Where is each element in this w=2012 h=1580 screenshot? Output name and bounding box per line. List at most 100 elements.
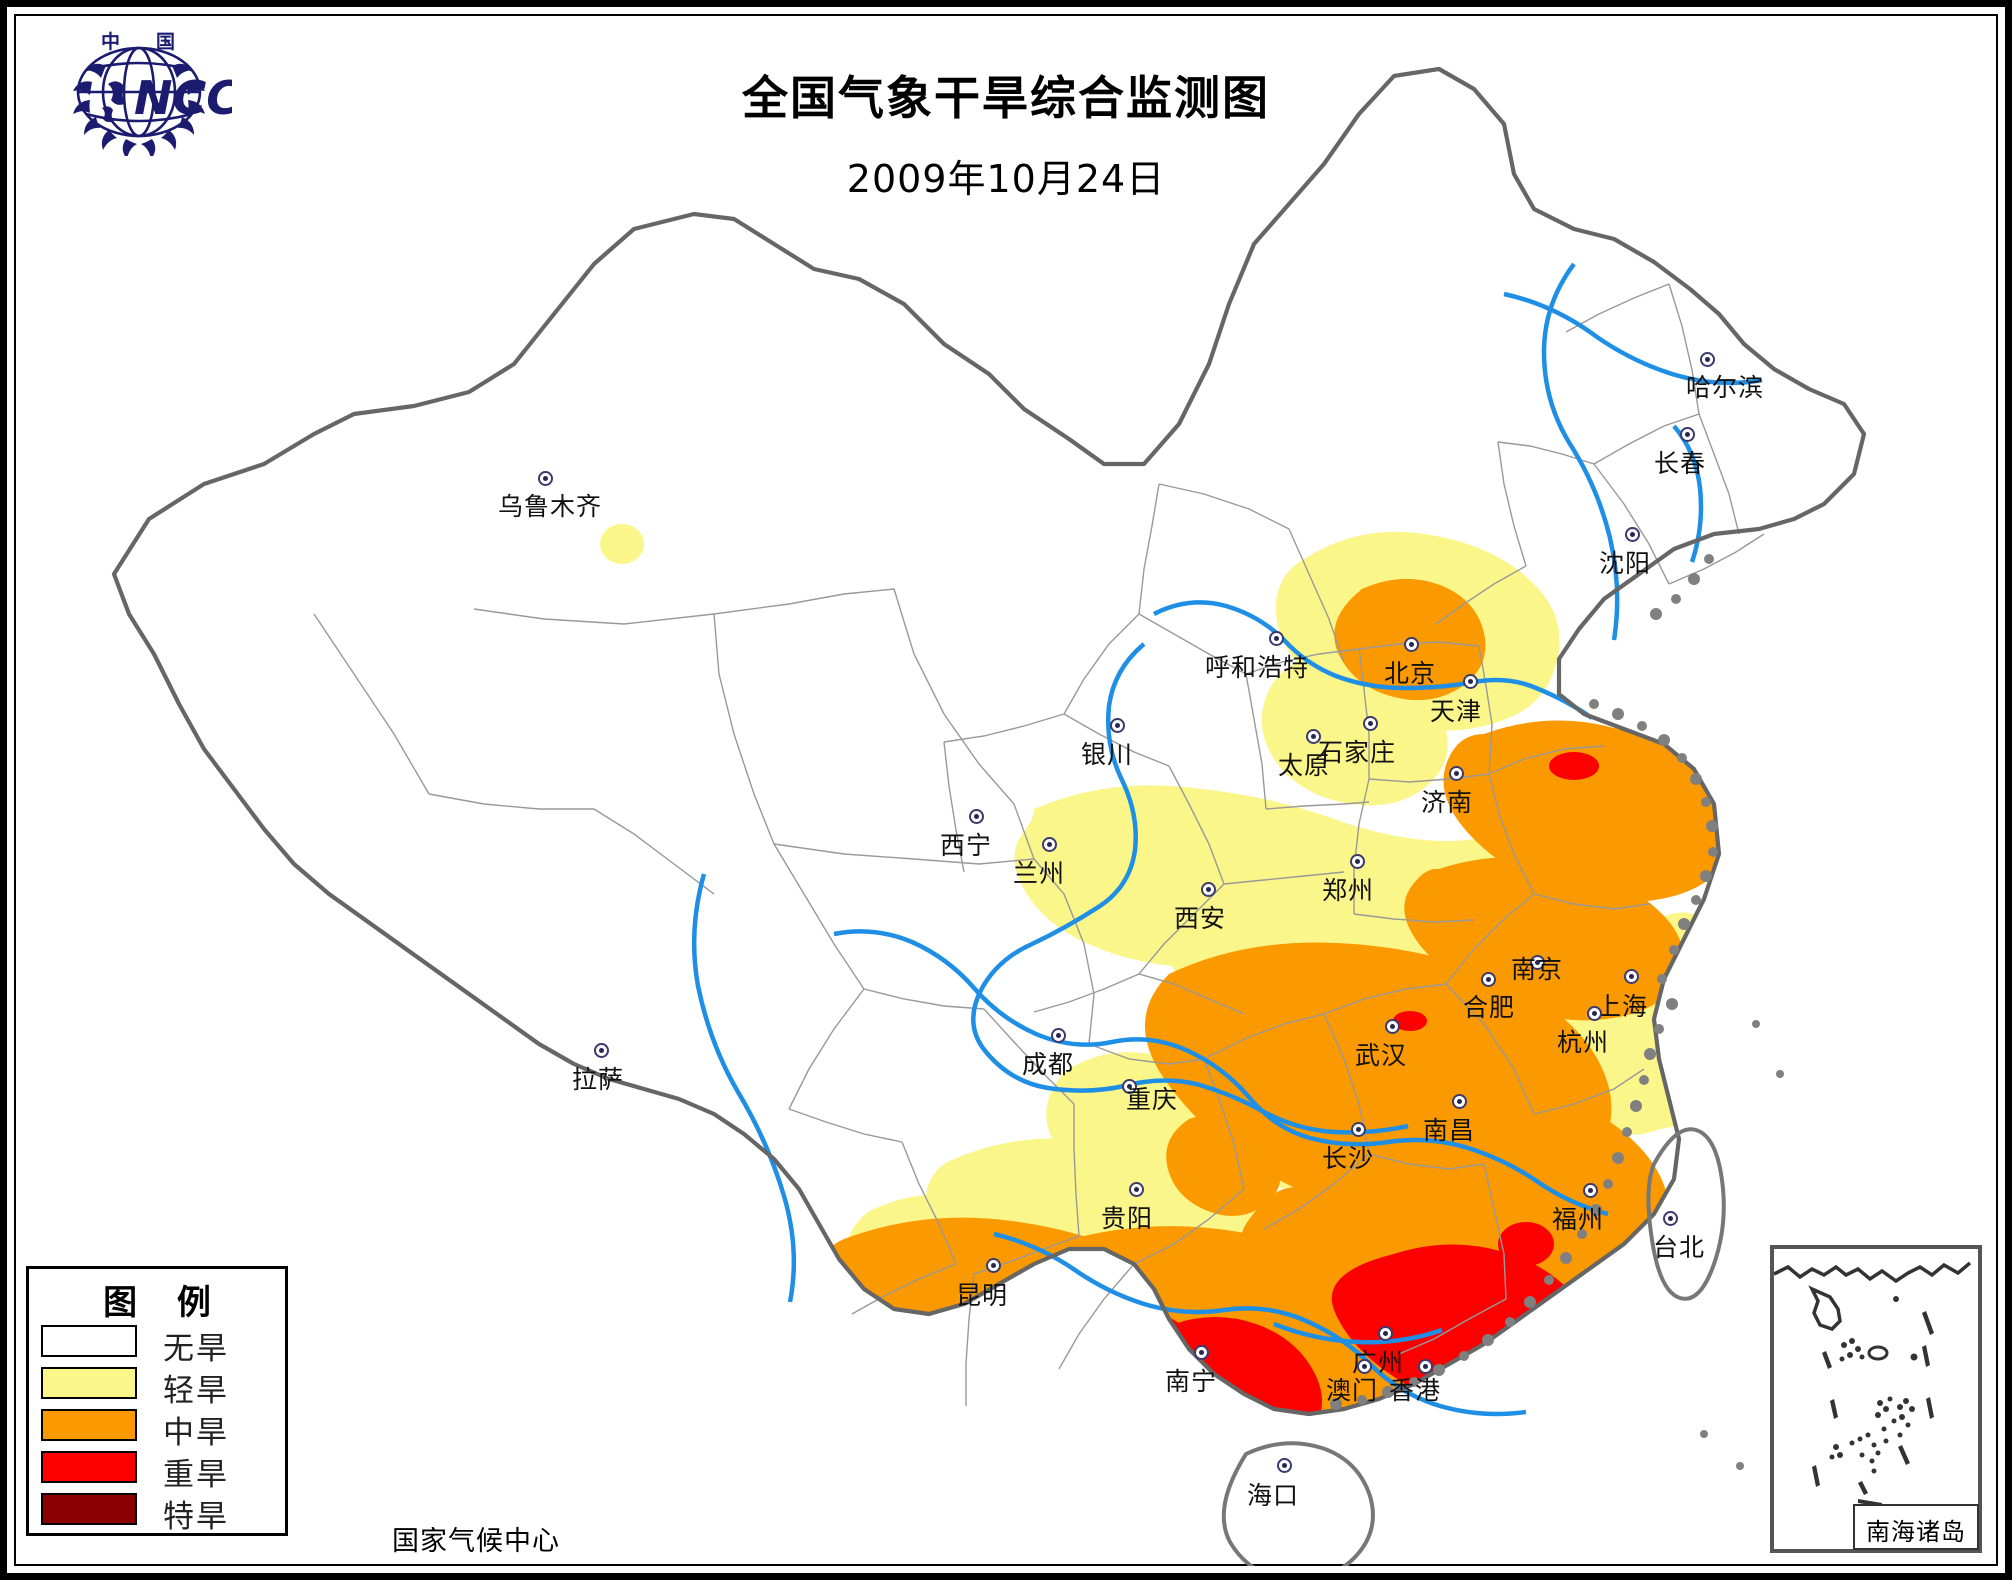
legend-title: 图 例	[103, 1283, 225, 1323]
city-marker-dot	[1404, 637, 1419, 652]
city-marker-dot	[1680, 427, 1695, 442]
city-label: 重庆	[1126, 1085, 1179, 1114]
legend-item-label: 轻旱	[163, 1373, 229, 1409]
city-marker-dot	[594, 1043, 609, 1058]
city-marker-dot	[1463, 674, 1478, 689]
coastline-shading	[1330, 554, 1784, 1470]
city-label: 石家庄	[1318, 738, 1397, 767]
city-label: 合肥	[1463, 993, 1516, 1022]
legend-panel: 图 例 无旱轻旱中旱重旱特旱	[26, 1266, 288, 1536]
city-label: 长沙	[1322, 1144, 1375, 1173]
city-marker-dot	[538, 471, 553, 486]
city-label: 天津	[1430, 697, 1483, 726]
city-marker-dot	[1351, 1122, 1366, 1137]
city-marker-dot	[969, 809, 984, 824]
legend-color-swatch	[41, 1367, 137, 1399]
inset-label: 南海诸岛	[1866, 1518, 1966, 1546]
city-marker-dot	[1378, 1326, 1393, 1341]
city-marker-dot	[1357, 1359, 1372, 1374]
city-marker-dot	[1663, 1211, 1678, 1226]
city-label: 台北	[1653, 1233, 1706, 1262]
city-marker-dot	[1201, 882, 1216, 897]
city-label: 呼和浩特	[1205, 653, 1310, 682]
page-title: 全国气象干旱综合监测图	[742, 71, 1270, 125]
city-label: 成都	[1022, 1050, 1075, 1079]
china-drought-map	[111, 66, 1867, 1566]
legend-color-swatch	[41, 1493, 137, 1525]
city-label: 兰州	[1013, 859, 1066, 888]
svg-text:NCC: NCC	[134, 71, 232, 125]
svg-text:国: 国	[156, 31, 175, 53]
drought-severity-regions	[600, 524, 1745, 1414]
legend-color-swatch	[41, 1409, 137, 1441]
south-china-sea-inset: 南海诸岛	[1770, 1245, 1982, 1553]
city-label: 乌鲁木齐	[498, 492, 603, 521]
city-marker-dot	[1418, 1359, 1433, 1374]
city-label: 南昌	[1423, 1116, 1476, 1145]
city-label: 郑州	[1322, 876, 1375, 905]
credit-text: 国家气候中心	[392, 1526, 560, 1557]
legend-color-swatch	[41, 1451, 137, 1483]
legend-item-label: 无旱	[163, 1331, 229, 1367]
city-label: 济南	[1421, 788, 1474, 817]
city-label: 贵阳	[1101, 1204, 1154, 1233]
city-label: 上海	[1596, 992, 1649, 1021]
inset-label-box: 南海诸岛	[1853, 1504, 1979, 1550]
city-label: 哈尔滨	[1686, 373, 1765, 402]
city-marker-dot	[1530, 955, 1545, 970]
city-label: 杭州	[1557, 1028, 1610, 1057]
city-marker-dot	[1042, 837, 1057, 852]
city-marker-dot	[1625, 527, 1640, 542]
city-marker-dot	[1122, 1079, 1137, 1094]
national-boundary	[111, 66, 1867, 1417]
city-label: 澳门	[1326, 1376, 1379, 1405]
city-label: 西宁	[940, 831, 993, 860]
city-marker-dot	[1587, 1006, 1602, 1021]
legend-item-label: 特旱	[163, 1499, 229, 1535]
city-marker-dot	[1350, 854, 1365, 869]
city-marker-dot	[1583, 1183, 1598, 1198]
city-label: 沈阳	[1599, 549, 1652, 578]
city-marker-dot	[1051, 1028, 1066, 1043]
city-marker-dot	[1269, 631, 1284, 646]
city-label: 香港	[1389, 1376, 1442, 1405]
city-marker-dot	[1624, 969, 1639, 984]
city-marker-dot	[1449, 766, 1464, 781]
legend-color-swatch	[41, 1325, 137, 1357]
ncc-logo: 中 国 NCC	[46, 26, 240, 159]
city-marker-dot	[1363, 716, 1378, 731]
city-label: 海口	[1247, 1481, 1300, 1510]
city-label: 武汉	[1355, 1041, 1408, 1070]
city-label: 南宁	[1165, 1367, 1218, 1396]
legend-row: 无旱	[41, 1325, 279, 1367]
legend-item-label: 中旱	[163, 1415, 229, 1451]
islands	[1221, 1127, 1726, 1566]
legend-row: 特旱	[41, 1493, 279, 1535]
svg-text:中: 中	[101, 30, 120, 53]
legend-row: 中旱	[41, 1409, 279, 1451]
city-label: 太原	[1278, 751, 1331, 780]
city-marker-dot	[1306, 729, 1321, 744]
city-marker-dot	[1277, 1458, 1292, 1473]
city-label: 拉萨	[572, 1065, 625, 1094]
city-marker-dot	[1481, 972, 1496, 987]
city-marker-dot	[1110, 718, 1125, 733]
map-date: 2009年10月24日	[846, 157, 1166, 201]
city-marker-dot	[1194, 1345, 1209, 1360]
city-label: 西安	[1174, 904, 1227, 933]
city-label: 银川	[1081, 740, 1134, 769]
legend-row: 重旱	[41, 1451, 279, 1493]
inner-frame	[14, 14, 1998, 1566]
legend-row: 轻旱	[41, 1367, 279, 1409]
city-marker-dot	[1385, 1019, 1400, 1034]
city-label: 昆明	[956, 1281, 1009, 1310]
city-marker-dot	[1700, 352, 1715, 367]
city-label: 北京	[1384, 659, 1437, 688]
city-marker-dot	[1452, 1094, 1467, 1109]
city-label: 福州	[1552, 1205, 1605, 1234]
legend-item-label: 重旱	[163, 1457, 229, 1493]
city-label: 南京	[1511, 955, 1564, 984]
city-marker-dot	[1129, 1182, 1144, 1197]
